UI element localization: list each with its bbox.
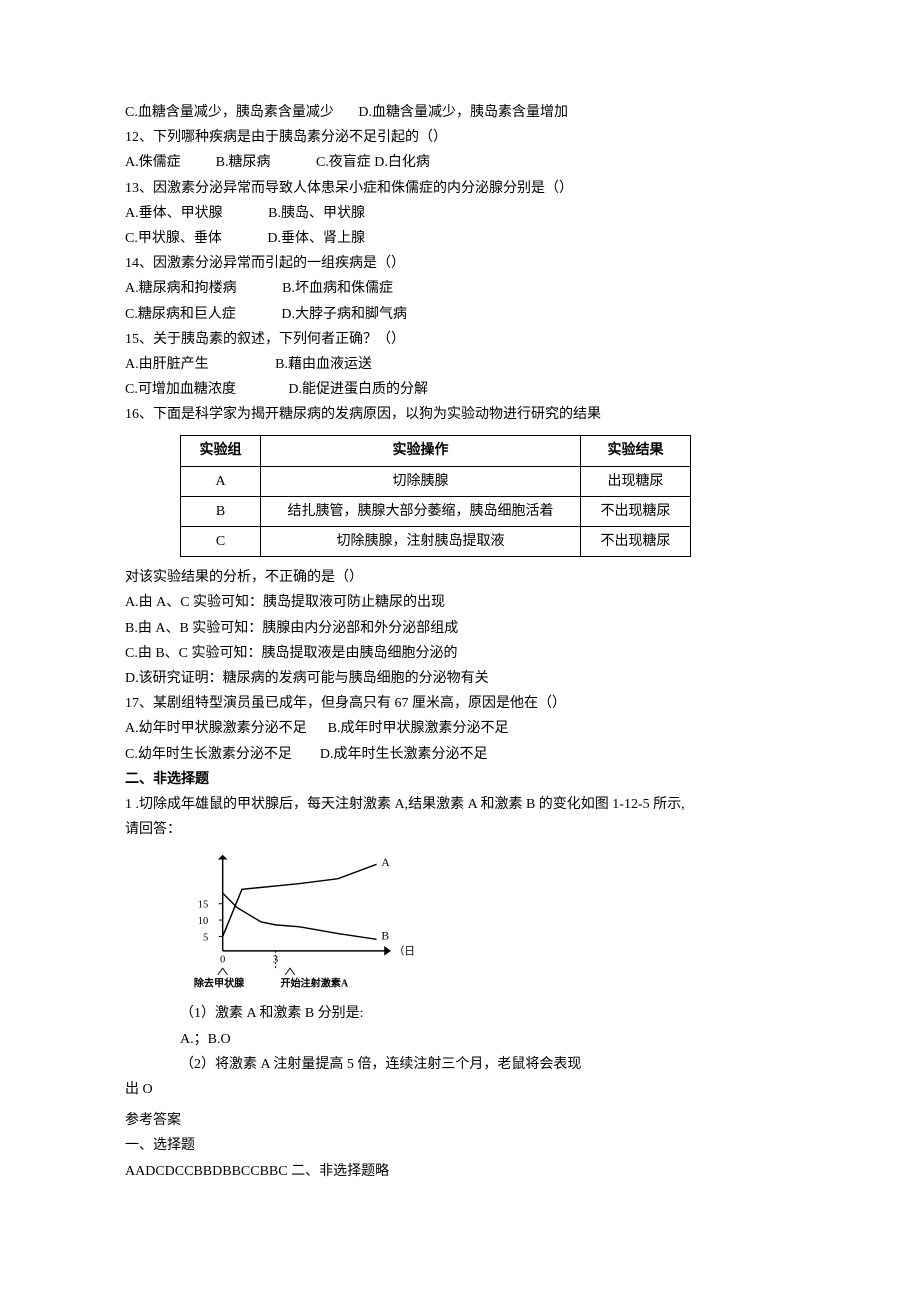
bottom-label-right: 开始注射激素A xyxy=(280,977,348,990)
answers-keys: AADCDCCBBDBBCCBBC 二、非选择题略 xyxy=(125,1159,795,1184)
q11-option-c-d: C.血糖含量减少，胰岛素含量减少 D.血糖含量减少，胰岛素含量增加 xyxy=(125,100,795,125)
table-row: A 切除胰腺 出现糖尿 xyxy=(181,466,691,496)
q17-stem: 17、某剧组特型演员虽已成年，但身高只有 67 厘米高，原因是他在（） xyxy=(125,691,795,716)
arrow-icon xyxy=(285,968,295,975)
nq1-stem-2: 请回答： xyxy=(125,817,795,842)
hormone-chart: 5 10 15 0 3 A B （日） 除去甲状腺 开始注射激素A xyxy=(165,852,795,1001)
curve-a-label: A xyxy=(381,857,390,869)
table-cell: 出现糖尿 xyxy=(581,466,691,496)
bottom-label-left: 除去甲状腺 xyxy=(194,977,245,990)
y-tick-label: 15 xyxy=(198,900,209,911)
table-cell: 切除胰腺，注射胰岛提取液 xyxy=(261,527,581,557)
answers-header: 参考答案 xyxy=(125,1108,795,1133)
q14-stem: 14、因激素分泌异常而引起的一组疾病是（） xyxy=(125,251,795,276)
q13-stem: 13、因激素分泌异常而导致人体患呆小症和侏儒症的内分泌腺分别是（） xyxy=(125,176,795,201)
q16-option-d: D.该研究证明：糖尿病的发病可能与胰岛细胞的分泌物有关 xyxy=(125,666,795,691)
q16-analysis-stem: 对该实验结果的分析，不正确的是（） xyxy=(125,565,795,590)
table-cell: 不出现糖尿 xyxy=(581,527,691,557)
section-2-header: 二、非选择题 xyxy=(125,767,795,792)
nq1-sub1-answer: A.；B.O xyxy=(180,1027,795,1052)
table-header-cell: 实验结果 xyxy=(581,436,691,466)
x-axis-arrow xyxy=(384,946,391,956)
q13-options-1: A.垂体、甲状腺 B.胰岛、甲状腺 xyxy=(125,201,795,226)
q15-options-2: C.可增加血糖浓度 D.能促进蛋白质的分解 xyxy=(125,377,795,402)
table-cell: 切除胰腺 xyxy=(261,466,581,496)
y-axis-arrow xyxy=(218,855,228,860)
table-header-cell: 实验组 xyxy=(181,436,261,466)
q12-options: A.侏儒症 B.糖尿病 C.夜盲症 D.白化病 xyxy=(125,150,795,175)
table-header-row: 实验组 实验操作 实验结果 xyxy=(181,436,691,466)
q17-options-2: C.幼年时生长激素分泌不足 D.成年时生长激素分泌不足 xyxy=(125,742,795,767)
table-header-cell: 实验操作 xyxy=(261,436,581,466)
table-row: B 结扎胰管，胰腺大部分萎缩，胰岛细胞活着 不出现糖尿 xyxy=(181,496,691,526)
table-row: C 切除胰腺，注射胰岛提取液 不出现糖尿 xyxy=(181,527,691,557)
table-cell: 结扎胰管，胰腺大部分萎缩，胰岛细胞活着 xyxy=(261,496,581,526)
curve-b xyxy=(223,893,377,939)
chart-svg: 5 10 15 0 3 A B （日） 除去甲状腺 开始注射激素A xyxy=(165,852,415,992)
x-tick-label: 0 xyxy=(220,955,225,966)
table-cell: B xyxy=(181,496,261,526)
q12-stem: 12、下列哪种疾病是由于胰岛素分泌不足引起的（） xyxy=(125,125,795,150)
arrow-icon xyxy=(218,968,228,975)
y-tick-label: 10 xyxy=(198,916,209,927)
table-cell: 不出现糖尿 xyxy=(581,496,691,526)
answers-section1: 一、选择题 xyxy=(125,1133,795,1158)
q16-option-c: C.由 B、C 实验可知：胰岛提取液是由胰岛细胞分泌的 xyxy=(125,641,795,666)
nq1-sub2: （2）将激素 A 注射量提高 5 倍，连续注射三个月，老鼠将会表现 xyxy=(180,1052,795,1077)
q15-stem: 15、关于胰岛素的叙述，下列何者正确？（） xyxy=(125,327,795,352)
q16-table: 实验组 实验操作 实验结果 A 切除胰腺 出现糖尿 B 结扎胰管，胰腺大部分萎缩… xyxy=(180,435,691,557)
q13-options-2: C.甲状腺、垂体 D.垂体、肾上腺 xyxy=(125,226,795,251)
curve-a xyxy=(223,865,377,937)
q14-options-1: A.糖尿病和拘楼病 B.坏血病和侏儒症 xyxy=(125,276,795,301)
q16-stem: 16、下面是科学家为揭开糖尿病的发病原因，以狗为实验动物进行研究的结果 xyxy=(125,402,795,427)
nq1-sub2-cont: 出 O xyxy=(125,1077,795,1102)
x-axis-label: （日） xyxy=(394,945,415,958)
q15-options-1: A.由肝脏产生 B.藉由血液运送 xyxy=(125,352,795,377)
nq1-sub1: （1）激素 A 和激素 B 分别是: xyxy=(180,1001,795,1026)
q16-option-a: A.由 A、C 实验可知：胰岛提取液可防止糖尿的出现 xyxy=(125,590,795,615)
table-cell: A xyxy=(181,466,261,496)
curve-b-label: B xyxy=(381,931,389,943)
table-cell: C xyxy=(181,527,261,557)
q16-option-b: B.由 A、B 实验可知：胰腺由内分泌部和外分泌部组成 xyxy=(125,616,795,641)
q17-options-1: A.幼年时甲状腺激素分泌不足 B.成年时甲状腺激素分泌不足 xyxy=(125,716,795,741)
y-tick-label: 5 xyxy=(203,933,208,944)
nq1-stem: 1 .切除成年雄鼠的甲状腺后，每天注射激素 A,结果激素 A 和激素 B 的变化… xyxy=(125,792,795,817)
q14-options-2: C.糖尿病和巨人症 D.大脖子病和脚气病 xyxy=(125,302,795,327)
